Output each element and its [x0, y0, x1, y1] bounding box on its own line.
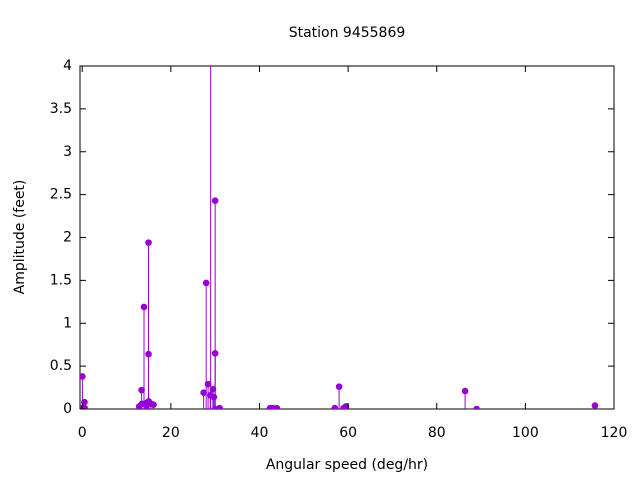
y-tick-label: 1: [63, 315, 72, 331]
point: [211, 349, 219, 357]
x-tick-label: 0: [78, 425, 87, 441]
point: [473, 405, 480, 409]
point: [143, 405, 150, 409]
point: [200, 389, 207, 397]
point: [209, 385, 217, 393]
point: [145, 350, 152, 358]
marks: [80, 66, 599, 409]
point: [210, 393, 218, 401]
x-tick-label: 100: [512, 425, 539, 441]
y-tick-label: 4: [63, 58, 72, 74]
y-tick-label: 0.5: [50, 358, 72, 374]
point: [140, 303, 148, 311]
point: [150, 401, 157, 409]
point: [591, 402, 599, 409]
plot-frame: [79, 65, 615, 410]
point: [145, 239, 152, 246]
y-tick-label: 0: [63, 401, 72, 417]
x-tick-label: 80: [428, 425, 446, 441]
x-tick-label: 40: [251, 425, 269, 441]
y-axis-label: Amplitude (feet): [12, 180, 28, 295]
point: [335, 383, 343, 391]
point: [138, 386, 145, 394]
point: [273, 404, 281, 409]
x-axis-label: Angular speed (deg/hr): [266, 457, 428, 473]
x-tick-label: 60: [339, 425, 357, 441]
x-tick-label: 120: [601, 425, 628, 441]
point: [80, 373, 86, 380]
point: [211, 197, 219, 204]
point: [461, 387, 469, 395]
y-tick-label: 1.5: [50, 272, 72, 288]
y-tick-label: 3.5: [50, 101, 72, 117]
y-tick-label: 2.5: [50, 187, 72, 203]
point: [331, 404, 339, 409]
point: [204, 380, 212, 388]
point: [216, 404, 223, 409]
y-tick-label: 3: [63, 144, 72, 160]
chart-title: Station 9455869: [289, 25, 406, 41]
y-tick-label: 2: [63, 230, 72, 246]
point: [342, 403, 350, 409]
x-tick-label: 20: [162, 425, 180, 441]
point: [202, 279, 210, 287]
point: [81, 398, 88, 406]
